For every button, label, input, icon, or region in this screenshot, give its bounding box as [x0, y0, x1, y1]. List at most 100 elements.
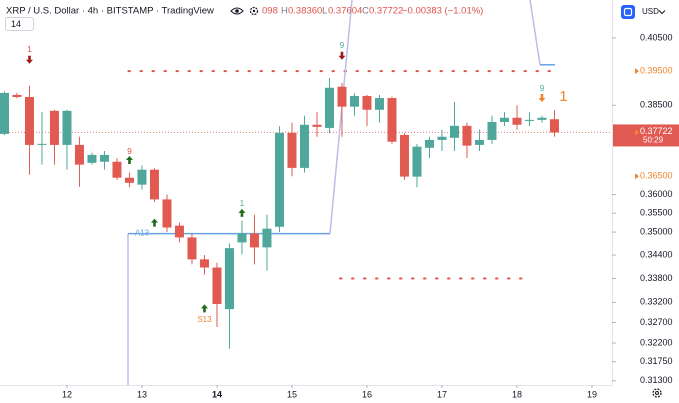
candle-body — [349, 95, 359, 107]
candle-body — [137, 169, 147, 185]
y-tick-label: 0.31300 — [640, 375, 673, 385]
indicator-box[interactable] — [5, 17, 34, 31]
candle-body — [537, 117, 547, 120]
x-tick-label: 17 — [437, 389, 447, 399]
candle-body — [299, 124, 309, 168]
eye-icon[interactable] — [230, 7, 244, 15]
candle-body — [162, 199, 172, 228]
candle-body — [262, 228, 272, 248]
candle-body — [124, 177, 134, 183]
candle-body — [224, 248, 234, 310]
x-tick-label: 16 — [362, 389, 372, 399]
support-line — [529, 0, 541, 65]
x-tick-label: 13 — [137, 389, 147, 399]
annotation: 1 — [27, 45, 32, 54]
candle-body — [499, 117, 509, 122]
support-line — [329, 0, 353, 234]
legend-value: 0.37722 — [369, 6, 403, 17]
level-label: 0.36500 — [640, 171, 673, 181]
level-label: 0.39500 — [640, 66, 673, 76]
candle-body — [249, 233, 259, 248]
candle-body — [424, 139, 434, 148]
annotation: 9 — [127, 147, 132, 156]
signal-arrow — [538, 94, 546, 103]
candle-body — [49, 110, 59, 145]
signal-arrow — [25, 55, 33, 64]
y-tick-label: 0.35000 — [640, 226, 673, 236]
candle-body — [187, 237, 197, 260]
candle-body — [462, 125, 472, 146]
candle-body — [174, 225, 184, 238]
candle-body — [287, 132, 297, 168]
signal-arrow — [200, 304, 208, 313]
annotation: 9 — [540, 84, 545, 93]
legend-change: −0.00383 (−1.01%) — [402, 6, 483, 17]
annotation: A13 — [135, 229, 150, 238]
settings-icon[interactable] — [249, 6, 259, 16]
candle-body — [24, 97, 34, 145]
candle-body — [474, 139, 484, 145]
alert-button[interactable] — [621, 5, 635, 19]
candle-body — [437, 136, 447, 140]
y-tick-label: 0.40500 — [640, 32, 673, 42]
candle-body — [12, 94, 22, 98]
candle-body — [362, 95, 372, 110]
currency-caret — [658, 10, 666, 15]
candle-body — [0, 92, 9, 134]
candle-body — [312, 124, 322, 127]
candle-body — [324, 87, 334, 128]
legend-key: C — [362, 6, 369, 17]
candle-body — [524, 119, 534, 121]
last-price-box — [613, 124, 679, 147]
last-price-label: 0.37722 — [640, 126, 673, 136]
signal-arrow — [238, 208, 246, 217]
candle-body — [99, 154, 109, 162]
y-tick-label: 0.32200 — [640, 337, 673, 347]
y-tick-label: 0.33200 — [640, 297, 673, 307]
x-tick-label: 14 — [212, 389, 222, 399]
legend-key: L — [322, 6, 327, 17]
y-tick-label: 0.35500 — [640, 208, 673, 218]
y-tick-label: 0.31750 — [640, 356, 673, 366]
candle-body — [62, 110, 72, 145]
settings-gear[interactable] — [652, 388, 662, 398]
chart-title: XRP / U.S. Dollar · 4h · BITSTAMP · Trad… — [6, 6, 214, 17]
candle-body — [374, 98, 384, 110]
candle-body — [549, 119, 559, 133]
candle-body — [412, 146, 422, 177]
annotation: S13 — [197, 315, 212, 324]
legend-open-tail: 098 — [262, 6, 278, 17]
y-tick-label: 0.34400 — [640, 249, 673, 259]
y-tick-label: 0.38500 — [640, 100, 673, 110]
candle-body — [449, 125, 459, 138]
candle-body — [512, 117, 522, 125]
annotation: 1 — [559, 88, 567, 105]
candle-body — [112, 161, 122, 178]
signal-arrow — [150, 218, 158, 227]
candle-body — [149, 169, 159, 200]
y-tick-label: 0.36000 — [640, 189, 673, 199]
candle-body — [399, 134, 409, 177]
legend-value: 0.37604 — [328, 6, 362, 17]
level-marker — [635, 68, 639, 75]
candle-body — [487, 121, 497, 140]
annotation: 1 — [240, 199, 245, 208]
x-tick-label: 15 — [287, 389, 297, 399]
candle-body — [212, 267, 222, 304]
alert-button-icon — [623, 7, 633, 17]
indicator-length: 14 — [11, 19, 21, 29]
level-marker — [635, 173, 639, 180]
candle-body — [74, 144, 84, 165]
plot-area: 1 9 1 A13 S13 9 9 1 — [0, 0, 612, 385]
currency[interactable]: USD — [642, 7, 659, 16]
x-tick-label: 19 — [587, 389, 597, 399]
signal-arrow — [125, 155, 133, 164]
candle-body — [199, 259, 209, 268]
x-tick-label: 18 — [512, 389, 522, 399]
candle-body — [337, 86, 347, 107]
candle-body — [37, 143, 47, 145]
candle-body — [87, 154, 97, 163]
countdown: 50:29 — [643, 136, 664, 145]
